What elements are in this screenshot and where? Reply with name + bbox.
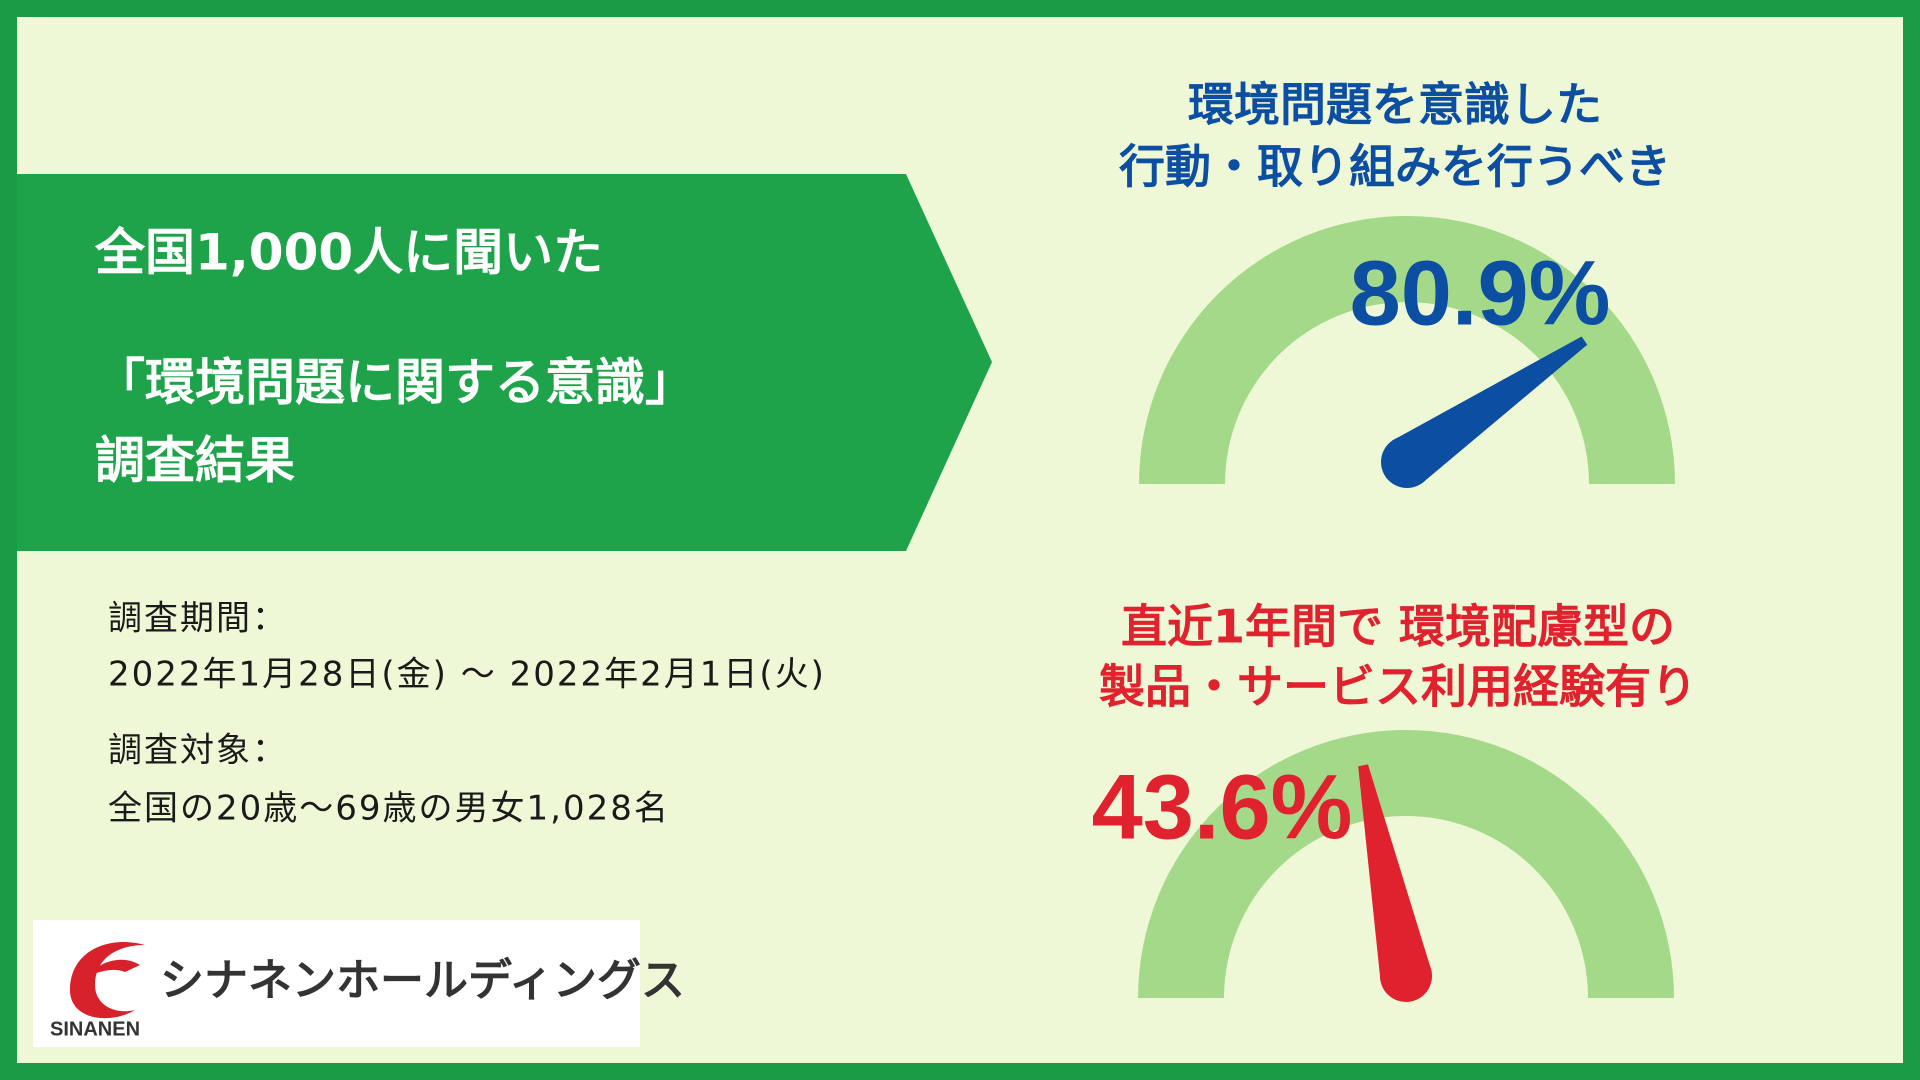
gauge-needle xyxy=(1381,336,1588,488)
logo: シナネンホールディングス SINANEN xyxy=(33,920,685,1047)
gauge-title: 環境問題を意識した xyxy=(1188,78,1602,132)
gauge-value-label: 43.6% xyxy=(1092,756,1353,858)
heading-line: 全国1,000人に聞いた xyxy=(94,224,603,282)
gauge-track xyxy=(1139,216,1675,484)
survey-text: 全国の20歳〜69歳の男女1,028名 xyxy=(108,789,670,829)
gauge-title: 製品・サービス利用経験有り xyxy=(1099,660,1697,714)
survey-label: 調査対象： xyxy=(108,731,288,771)
logo-mark xyxy=(70,942,145,1019)
survey-text: 2022年1月28日(金) ～ 2022年2月1日(火) xyxy=(108,655,826,695)
banner xyxy=(17,174,992,551)
gauge-title: 直近1年間で 環境配慮型の xyxy=(1121,600,1675,654)
heading-line: 「環境問題に関する意識」 xyxy=(95,354,695,412)
needle-blade xyxy=(1392,336,1588,484)
heading-line: 調査結果 xyxy=(95,432,295,490)
gauge-value-label: 80.9% xyxy=(1350,242,1611,344)
survey-label: 調査期間： xyxy=(108,599,288,639)
gauge-needle xyxy=(1358,764,1432,1002)
needle-hub xyxy=(1381,436,1433,488)
gauge-track xyxy=(1138,730,1674,998)
logo-box xyxy=(33,920,640,1047)
logo-brand: SINANEN xyxy=(50,1018,140,1040)
gauge-title: 行動・取り組みを行うべき xyxy=(1119,140,1671,194)
needle-blade xyxy=(1358,764,1432,982)
logo-mark xyxy=(90,959,140,975)
logo-name: シナネンホールディングス xyxy=(160,955,685,1006)
needle-hub xyxy=(1380,950,1432,1002)
